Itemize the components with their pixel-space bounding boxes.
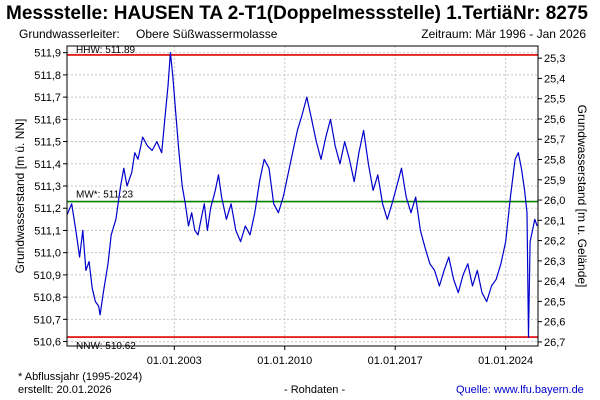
y-right-tick-label: 26,5 — [544, 296, 565, 308]
plot-frame — [66, 45, 539, 347]
series-line-0 — [66, 52, 538, 338]
y-right-tick-label: 25,4 — [544, 73, 565, 85]
y-tick-label: 511,6 — [34, 114, 61, 126]
y-right-tick-label: 26,0 — [544, 195, 565, 207]
y-tick-label: 511,5 — [34, 137, 61, 149]
aquifer-value: Obere Süßwassermolasse — [136, 27, 278, 41]
y-tick-label: 511,7 — [34, 92, 61, 104]
source-link[interactable]: www.lfu.bayern.de — [493, 384, 584, 396]
y-right-tick-label: 26,7 — [544, 337, 565, 349]
y-right-tick-label: 25,7 — [544, 134, 565, 146]
y-tick-label: 511,4 — [34, 159, 61, 171]
y-right-tick-label: 26,6 — [544, 317, 565, 329]
x-tick-label: 01.01.2003 — [147, 355, 202, 367]
y-right-tick-label: 26,1 — [544, 215, 565, 227]
y-right-tick-label: 26,3 — [544, 256, 565, 268]
y-axis-label: Grundwasserstand [m ü. NN] — [13, 119, 27, 274]
station-number: Nr: 8275 — [513, 3, 588, 25]
period-label: Zeitraum: Mär 1996 - Jan 2026 — [421, 27, 586, 41]
y-tick-label: 511,2 — [34, 203, 61, 215]
ref-label-nnw: NNW: 510.62 — [76, 341, 136, 352]
aquifer-label: Grundwasserleiter: — [19, 27, 120, 41]
ref-label-mw: MW*: 511.23 — [76, 190, 133, 201]
station-title: Messstelle: HAUSEN TA 2-T1(Doppelmessste… — [6, 3, 557, 24]
y-tick-label: 510,6 — [33, 337, 61, 349]
created-date: erstellt: 20.01.2026 — [18, 384, 112, 396]
y-tick-label: 511,9 — [34, 48, 61, 60]
y-right-tick-label: 25,5 — [544, 94, 565, 106]
raw-data-label: - Rohdaten - — [284, 384, 346, 396]
y-right-tick-label: 25,9 — [544, 175, 565, 187]
y-tick-label: 510,9 — [33, 270, 61, 282]
y-tick-label: 511,0 — [34, 248, 61, 260]
y-right-tick-label: 26,2 — [544, 236, 565, 248]
source: Quelle: www.lfu.bayern.de — [456, 384, 584, 396]
y-tick-label: 511,1 — [34, 225, 61, 237]
y-right-axis-label: Grundwasserstand [m u. Gelände] — [575, 105, 589, 288]
y-right-tick-label: 25,8 — [544, 155, 565, 167]
footnote: * Abflussjahr (1995-2024) — [18, 371, 143, 383]
y-tick-label: 511,3 — [34, 181, 61, 193]
x-tick-label: 01.01.2010 — [257, 355, 312, 367]
y-tick-label: 510,8 — [33, 292, 61, 304]
y-tick-label: 511,8 — [34, 70, 61, 82]
y-right-tick-label: 26,4 — [544, 276, 565, 288]
y-right-tick-label: 25,6 — [544, 114, 565, 126]
source-label: Quelle: — [456, 384, 491, 396]
ref-label-hhw: HHW: 511.89 — [76, 45, 136, 56]
y-tick-label: 510,7 — [33, 314, 61, 326]
y-right-tick-label: 25,3 — [544, 53, 565, 65]
x-tick-label: 01.01.2024 — [478, 355, 533, 367]
x-tick-label: 01.01.2017 — [368, 355, 423, 367]
chart-title: Messstelle: HAUSEN TA 2-T1(Doppelmessste… — [6, 3, 594, 27]
